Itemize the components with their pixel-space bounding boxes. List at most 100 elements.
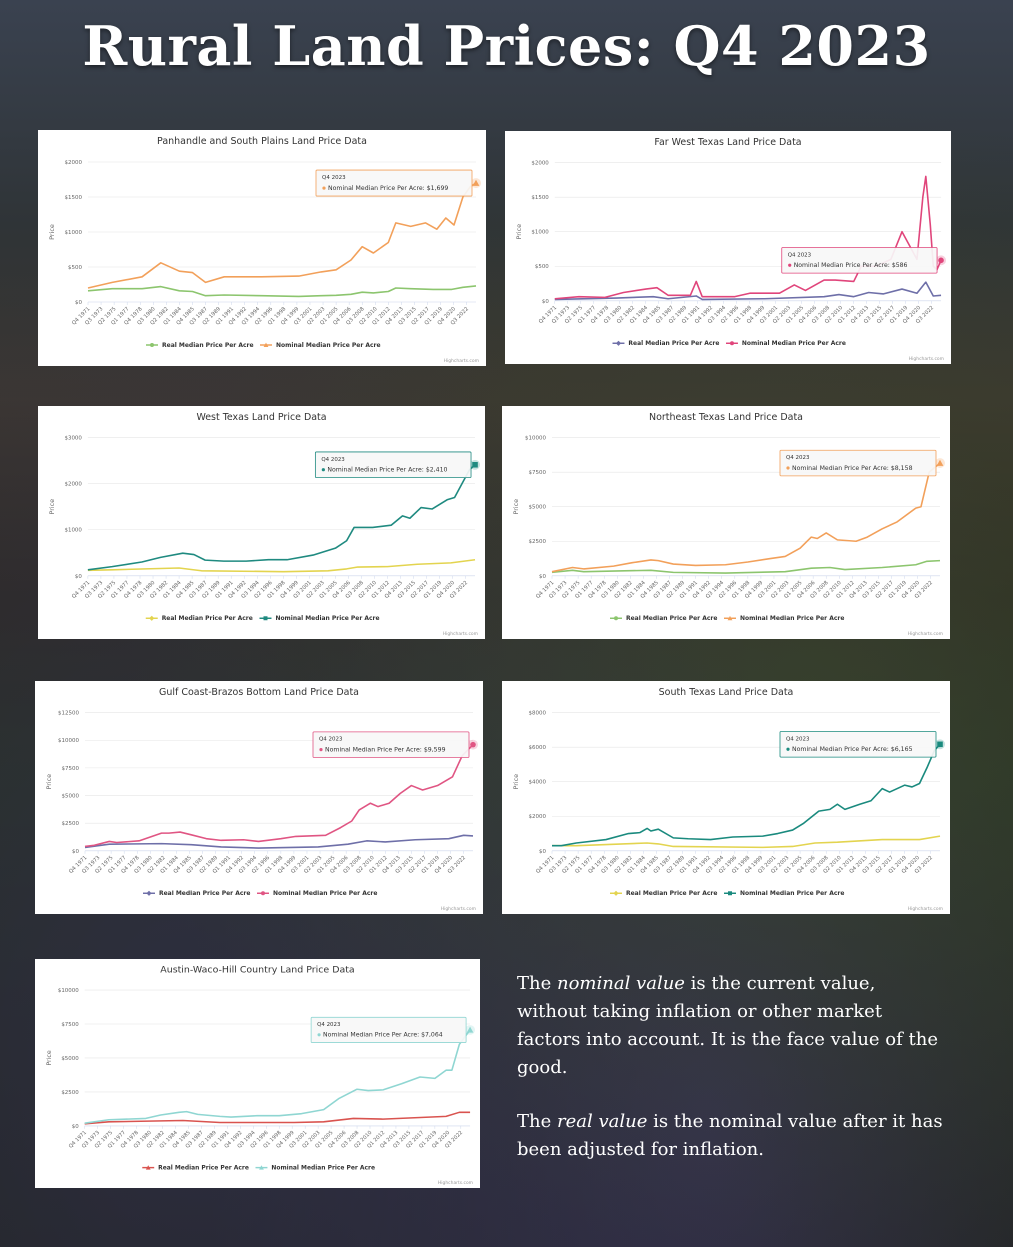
highcharts-credit: Highcharts.com [438,1180,473,1186]
legend-item-nominal: Nominal Median Price Per Acre [740,890,844,897]
y-tick-label: $10000 [58,738,79,744]
chart-svg: Panhandle and South Plains Land Price Da… [48,136,481,364]
y-tick-label: $0 [542,299,549,305]
series-line-real [87,285,477,298]
tooltip-period: Q4 2023 [321,457,345,463]
y-tick-label: $0 [75,300,82,306]
chart-northeast-texas: Northeast Texas Land Price Data Price $0 $2… [502,406,950,639]
tooltip: Q4 2023 Nominal Median Price Per Acre: $5… [781,247,938,274]
y-tick-label: $0 [539,849,547,855]
legend-marker-icon [613,890,619,896]
nominal-value-definition: The nominal value is the current value, … [517,970,947,1082]
series-line-real [84,1111,471,1125]
tooltip: Q4 2023 Nominal Median Price Per Acre: $7… [310,1016,467,1043]
y-tick-label: $10000 [525,436,546,442]
chart-svg: South Texas Land Price Data Price $0 $2000 $… [512,687,945,912]
y-axis-label: Price [48,224,56,240]
legend-marker-icon [145,1165,151,1170]
series-line-real [551,559,941,574]
legend-marker-icon [727,615,733,621]
legend-marker-icon [728,891,732,896]
tooltip: Q4 2023 Nominal Median Price Per Acre: $8… [779,449,937,477]
chart-title: South Texas Land Price Data [659,687,794,698]
legend: Real Median Price Per Acre Nominal Median… [146,342,381,349]
y-tick-label: $7500 [62,766,80,772]
tooltip-period: Q4 2023 [786,736,810,742]
y-axis-label: Price [45,1050,53,1065]
legend: Real Median Price Per Acre Nominal Median… [612,340,846,347]
tooltip-bullet-icon [786,466,790,470]
chart-west-texas: West Texas Land Price Data Price $0 $1000 $2… [38,406,485,639]
chart-svg: Gulf Coast-Brazos Bottom Land Price Data… [45,687,478,912]
y-tick-label: $2000 [65,160,83,166]
legend-marker-icon [263,342,269,347]
y-tick-label: $6000 [529,745,547,751]
last-point-marker [938,257,944,264]
y-tick-label: $8000 [529,711,547,717]
y-tick-label: $1500 [531,195,549,201]
tooltip-bullet-icon [319,748,323,752]
legend-item-real: Real Median Price Per Acre [162,615,253,622]
y-tick-label: $1000 [65,230,83,236]
series-line-real [554,281,942,301]
legend-item-real: Real Median Price Per Acre [626,615,717,622]
series-line-nominal [554,175,942,300]
y-tick-label: $0 [72,849,80,855]
legend-item-nominal: Nominal Median Price Per Acre [742,340,846,347]
legend-item-nominal: Nominal Median Price Per Acre [271,1166,375,1172]
last-point-marker [470,741,476,748]
tooltip-bullet-icon [321,468,325,472]
tooltip-box [315,169,473,197]
chart-south-texas: South Texas Land Price Data Price $0 $2000 $… [502,681,950,914]
y-axis-label: Price [515,224,523,240]
legend-item-real: Real Median Price Per Acre [628,340,719,347]
legend: Real Median Price Per Acre Nominal Median… [145,615,380,622]
legend-item-nominal: Nominal Median Price Per Acre [273,890,377,897]
y-tick-label: $2500 [529,539,547,545]
legend-marker-icon [261,891,265,896]
legend-marker-icon [729,341,734,346]
tooltip-bullet-icon [322,186,326,190]
series-line-nominal [552,743,941,847]
y-tick-label: $7500 [529,470,547,476]
tooltip-value: Nominal Median Price Per Acre: $586 [794,262,908,269]
y-tick-label: $3000 [64,436,82,442]
tooltip-bullet-icon [317,1033,321,1037]
tooltip-value: Nominal Median Price Per Acre: $8,158 [792,465,913,472]
y-axis-label: Price [512,499,520,515]
last-point-marker [472,462,478,468]
chart-title: West Texas Land Price Data [196,412,326,423]
y-axis-label: Price [45,774,53,790]
y-tick-label: $0 [75,574,82,580]
last-point-marker [472,179,480,186]
y-tick-label: $5000 [529,505,547,511]
text: is the nominal value after it has been a… [517,1111,943,1160]
series-line-nominal [84,1029,471,1124]
tooltip-value: Nominal Median Price Per Acre: $9,599 [325,747,446,754]
tooltip-box [779,449,937,477]
legend: Real Median Price Per Acre Nominal Median… [610,615,844,622]
tooltip: Q4 2023 Nominal Median Price Per Acre: $1… [315,169,473,197]
y-tick-label: $10000 [58,988,79,994]
highcharts-credit: Highcharts.com [443,631,478,637]
y-tick-label: $12500 [58,711,79,717]
series-line-real [87,558,476,573]
chart-svg: Northeast Texas Land Price Data Price $0 $2… [512,412,945,637]
y-axis-label: Price [48,499,56,515]
y-tick-label: $500 [535,264,549,270]
legend-item-real: Real Median Price Per Acre [162,342,254,349]
y-tick-label: $7500 [61,1022,79,1028]
chart-title: Panhandle and South Plains Land Price Da… [157,136,367,147]
y-tick-label: $1000 [64,528,82,534]
y-tick-label: $2000 [64,482,82,488]
tooltip: Q4 2023 Nominal Median Price Per Acre: $2… [314,451,472,479]
chart-austin-waco-hill-country: Austin-Waco-Hill Country Land Price Data… [35,959,480,1188]
series-line-nominal [87,182,477,289]
tooltip-period: Q4 2023 [319,737,343,743]
chart-title: Gulf Coast-Brazos Bottom Land Price Data [159,687,359,698]
legend-item-nominal: Nominal Median Price Per Acre [275,615,379,622]
tooltip-box [310,1016,467,1043]
y-tick-label: $4000 [529,780,547,786]
tooltip-value: Nominal Median Price Per Acre: $1,699 [328,185,448,192]
chart-far-west-texas: Far West Texas Land Price Data Price $0 $50… [505,131,951,364]
